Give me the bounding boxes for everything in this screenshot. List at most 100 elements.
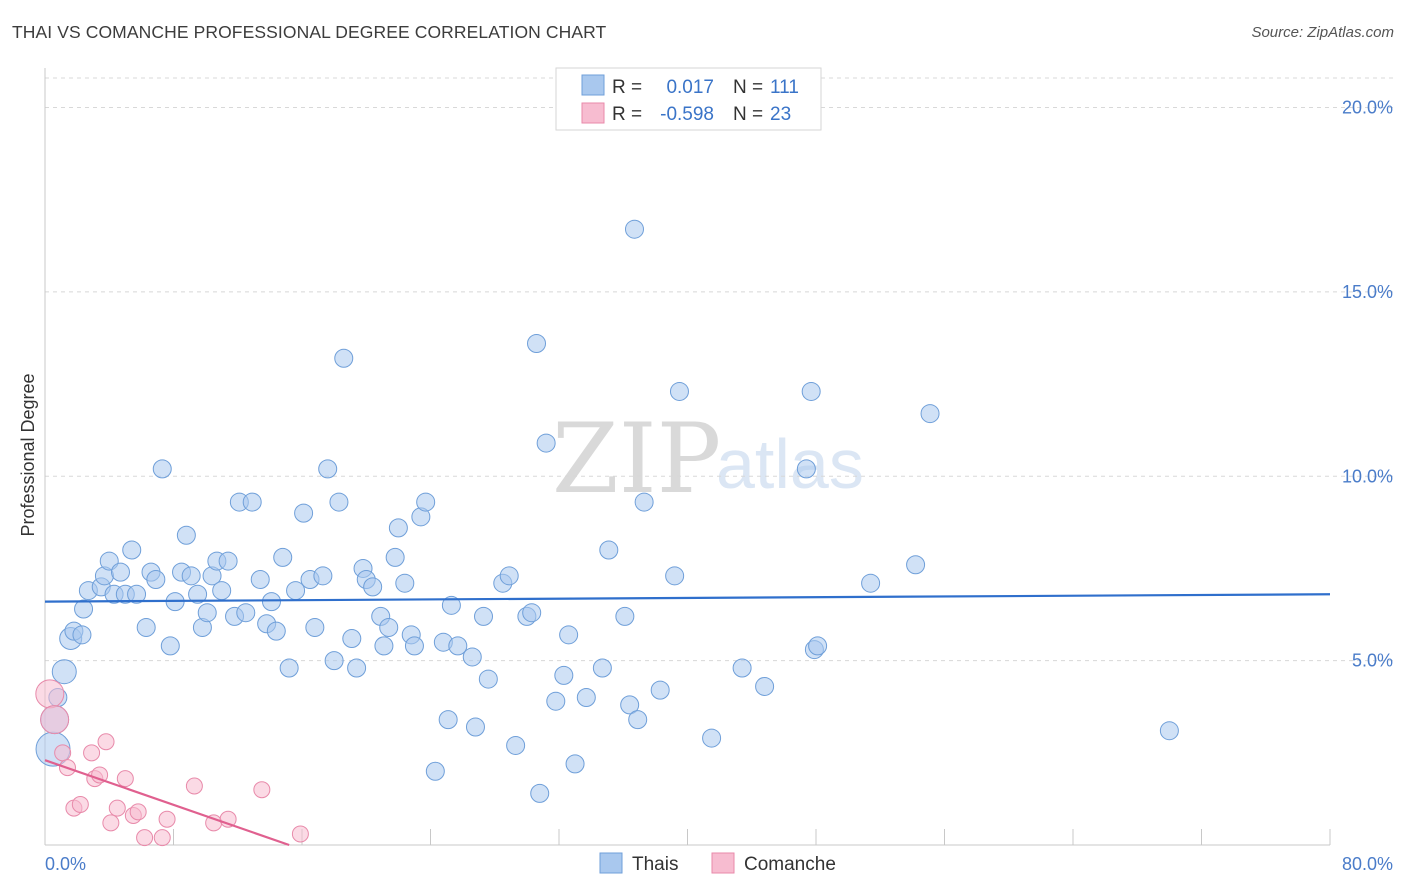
thais-point (628, 710, 648, 730)
thais-point (462, 647, 482, 667)
thais-point (615, 606, 635, 626)
thais-point (127, 584, 147, 604)
thais-point (441, 595, 461, 615)
thais-point (146, 570, 166, 589)
thais-point (530, 783, 550, 803)
chart-title: THAI VS COMANCHE PROFESSIONAL DEGREE COR… (12, 22, 607, 42)
thais-point (305, 617, 325, 637)
comanche-point (71, 795, 89, 813)
thais-point (176, 525, 196, 545)
thais-point (152, 459, 172, 479)
thais-point (576, 688, 596, 707)
watermark-atlas: atlas (716, 425, 864, 503)
series-legend-comanche-swatch (711, 852, 735, 874)
comanche-trendline (44, 759, 290, 847)
thais-point (448, 636, 468, 656)
stats-legend: R = 0.017 N = 111 R = -0.598 N = 23 (555, 67, 822, 131)
comanche-point (116, 770, 134, 788)
thais-point (808, 636, 828, 656)
comanche-point (153, 829, 171, 847)
thais-point (702, 728, 722, 748)
thais-point (242, 492, 262, 512)
comanche-point (102, 814, 120, 832)
thais-point (546, 691, 566, 711)
thais-point (218, 551, 238, 571)
thais-point (478, 669, 498, 689)
comanche-point (158, 810, 176, 828)
series-comanche-points (35, 679, 309, 847)
thais-point (416, 492, 436, 512)
thais-point (438, 710, 458, 730)
comanche-point (35, 679, 65, 709)
thais-point (920, 404, 940, 424)
thais-point (72, 625, 92, 645)
thais-point (1159, 721, 1179, 741)
stats-legend-comanche-swatch (581, 102, 605, 124)
thais-point (250, 570, 270, 589)
y-tick-label: 5.0% (1352, 651, 1393, 671)
thais-point (474, 606, 494, 626)
thais-point (592, 658, 612, 678)
series-thais-points (35, 219, 1179, 803)
thais-point (465, 717, 485, 737)
thais-point (861, 573, 881, 593)
thais-point (796, 459, 816, 479)
thais-point (342, 629, 362, 648)
series-legend-comanche-label: Comanche (744, 854, 836, 875)
thais-point (136, 617, 156, 637)
y-tick-label: 20.0% (1342, 98, 1393, 118)
thais-point (906, 555, 926, 575)
thais-point (634, 492, 654, 512)
x-tick-label-min: 0.0% (45, 854, 86, 874)
thais-point (565, 754, 585, 774)
stats-legend-thais-swatch (581, 74, 605, 96)
thais-point (506, 735, 526, 755)
thais-point (279, 658, 299, 678)
gridlines (45, 77, 1393, 662)
thais-point (801, 381, 821, 401)
thais-point (404, 636, 424, 656)
thais-point (181, 566, 201, 586)
comanche-point (108, 799, 126, 817)
series-legend-thais-swatch (599, 852, 623, 874)
x-tick-labels: 0.0% 80.0% (45, 854, 1393, 874)
thais-point (74, 599, 94, 619)
thais-point (669, 381, 689, 401)
comanche-point (97, 733, 115, 751)
stats-legend-comanche-r-label: R = (612, 104, 642, 125)
series-legend: Thais Comanche (599, 852, 836, 875)
thais-point (385, 547, 405, 567)
thais-point (188, 584, 208, 604)
thais-point (273, 547, 293, 567)
stats-legend-thais-r-label: R = (612, 77, 642, 98)
comanche-point (83, 744, 101, 762)
thais-point (236, 603, 256, 623)
thais-point (122, 540, 142, 560)
y-tick-labels: 5.0% 10.0% 15.0% 20.0% (1342, 98, 1393, 671)
thais-point (294, 503, 314, 523)
thais-point (425, 761, 445, 781)
thais-point (324, 651, 344, 671)
thais-point (110, 562, 130, 582)
thais-point (347, 658, 367, 678)
thais-point (379, 617, 399, 637)
thais-point (334, 348, 354, 368)
thais-point (374, 636, 394, 656)
stats-legend-comanche-r-value: -0.598 (660, 104, 714, 125)
trendlines (44, 593, 1331, 847)
y-axis-label: Professional Degree (18, 373, 38, 536)
comanche-point (291, 825, 309, 843)
thais-point (665, 566, 685, 586)
thais-point (160, 636, 180, 656)
thais-point (554, 665, 574, 685)
stats-legend-thais-r-value: 0.017 (666, 77, 714, 98)
chart-source: Source: ZipAtlas.com (1251, 24, 1394, 41)
comanche-point (253, 781, 271, 799)
thais-point (732, 658, 752, 678)
thais-point (318, 459, 338, 479)
comanche-point (91, 766, 109, 784)
thais-point (650, 680, 670, 700)
x-tick-label-max: 80.0% (1342, 854, 1393, 874)
thais-point (266, 621, 286, 641)
